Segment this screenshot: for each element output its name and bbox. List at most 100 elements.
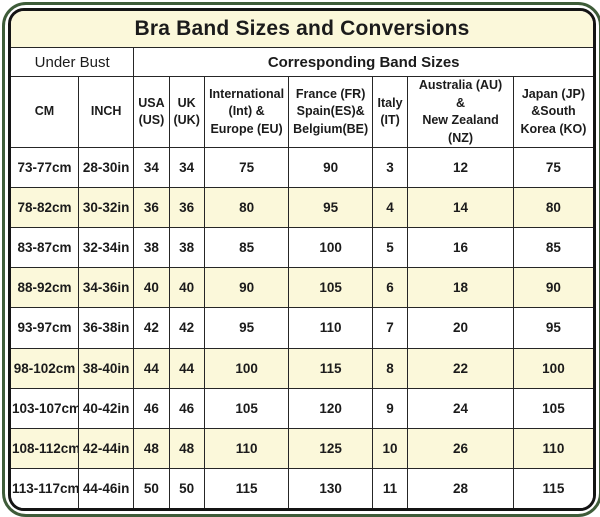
table-cell: 85 — [203, 227, 290, 269]
table-cell: 24 — [407, 387, 514, 429]
table-cell: 34 — [168, 146, 205, 189]
table-cell: 40 — [133, 267, 170, 309]
table-cell: 40 — [168, 267, 205, 309]
table-cell: 83-87cm — [11, 227, 79, 269]
table-cell: 88-92cm — [11, 267, 79, 309]
bra-band-size-table: Bra Band Sizes and Conversions Under Bus… — [11, 11, 593, 508]
table-cell: 42-44in — [77, 427, 135, 469]
column-header-usa: USA (US) — [133, 76, 170, 148]
size-table-body: 73-77cm 28-30in 34 34 75 90 3 12 75 78-82cm 30-32i… — [11, 146, 593, 508]
table-cell: 80 — [203, 187, 290, 229]
table-cell: 120 — [288, 387, 373, 429]
column-group-row: Under Bust Corresponding Band Sizes — [11, 47, 593, 77]
table-cell: 78-82cm — [11, 187, 79, 229]
column-header-japan-korea: Japan (JP) &South Korea (KO) — [512, 76, 593, 148]
table-row: 83-87cm 32-34in 38 38 85 100 5 16 85 — [11, 227, 593, 269]
table-cell: 110 — [288, 307, 373, 349]
table-cell: 32-34in — [77, 227, 135, 269]
column-header-cm: CM — [11, 76, 79, 148]
table-cell: 130 — [288, 467, 373, 508]
table-cell: 7 — [371, 307, 409, 349]
table-cell: 30-32in — [77, 187, 135, 229]
table-cell: 50 — [168, 467, 205, 508]
table-cell: 3 — [371, 146, 409, 189]
table-row: 103-107cm 40-42in 46 46 105 120 9 24 105 — [11, 387, 593, 429]
table-row: 108-112cm 42-44in 48 48 110 125 10 26 110 — [11, 427, 593, 469]
table-cell: 100 — [288, 227, 373, 269]
table-cell: 90 — [512, 267, 593, 309]
column-header-international-europe: International (Int) & Europe (EU) — [203, 76, 290, 148]
table-cell: 125 — [288, 427, 373, 469]
table-cell: 14 — [407, 187, 514, 229]
table-cell: 115 — [512, 467, 593, 508]
table-cell: 44 — [133, 347, 170, 389]
table-cell: 42 — [133, 307, 170, 349]
table-cell: 95 — [288, 187, 373, 229]
table-cell: 28 — [407, 467, 514, 508]
table-cell: 12 — [407, 146, 514, 189]
table-cell: 115 — [203, 467, 290, 508]
column-header-italy: Italy (IT) — [371, 76, 409, 148]
table-cell: 110 — [512, 427, 593, 469]
table-cell: 11 — [371, 467, 409, 508]
column-header-inch: INCH — [77, 76, 135, 148]
table-row: 93-97cm 36-38in 42 42 95 110 7 20 95 — [11, 307, 593, 349]
table-cell: 48 — [133, 427, 170, 469]
table-cell: 9 — [371, 387, 409, 429]
table-cell: 113-117cm — [11, 467, 79, 508]
table-cell: 50 — [133, 467, 170, 508]
table-cell: 46 — [168, 387, 205, 429]
table-cell: 73-77cm — [11, 146, 79, 189]
table-cell: 90 — [203, 267, 290, 309]
column-header-row: CM INCH USA (US) UK (UK) International (… — [11, 76, 593, 148]
table-cell: 105 — [288, 267, 373, 309]
table-cell: 100 — [512, 347, 593, 389]
table-cell: 75 — [512, 146, 593, 189]
table-cell: 5 — [371, 227, 409, 269]
table-cell: 42 — [168, 307, 205, 349]
table-cell: 38-40in — [77, 347, 135, 389]
table-cell: 22 — [407, 347, 514, 389]
title-row: Bra Band Sizes and Conversions — [11, 11, 593, 48]
table-cell: 34 — [133, 146, 170, 189]
table-cell: 44-46in — [77, 467, 135, 508]
table-cell: 36-38in — [77, 307, 135, 349]
table-cell: 98-102cm — [11, 347, 79, 389]
table-cell: 44 — [168, 347, 205, 389]
column-header-uk: UK (UK) — [168, 76, 205, 148]
table-cell: 75 — [203, 146, 290, 189]
table-panel: Bra Band Sizes and Conversions Under Bus… — [8, 8, 596, 511]
table-cell: 46 — [133, 387, 170, 429]
table-cell: 108-112cm — [11, 427, 79, 469]
table-cell: 18 — [407, 267, 514, 309]
table-cell: 93-97cm — [11, 307, 79, 349]
table-cell: 48 — [168, 427, 205, 469]
table-row: 113-117cm 44-46in 50 50 115 130 11 28 115 — [11, 467, 593, 508]
table-cell: 95 — [203, 307, 290, 349]
table-cell: 26 — [407, 427, 514, 469]
table-cell: 6 — [371, 267, 409, 309]
table-cell: 36 — [168, 187, 205, 229]
table-cell: 90 — [288, 146, 373, 189]
table-cell: 100 — [203, 347, 290, 389]
table-row: 88-92cm 34-36in 40 40 90 105 6 18 90 — [11, 267, 593, 309]
table-cell: 38 — [133, 227, 170, 269]
table-cell: 28-30in — [77, 146, 135, 189]
table-cell: 40-42in — [77, 387, 135, 429]
table-cell: 38 — [168, 227, 205, 269]
table-cell: 115 — [288, 347, 373, 389]
table-cell: 105 — [203, 387, 290, 429]
table-cell: 103-107cm — [11, 387, 79, 429]
table-cell: 95 — [512, 307, 593, 349]
column-header-france-spain-belgium: France (FR) Spain(ES)& Belgium(BE) — [288, 76, 373, 148]
table-cell: 16 — [407, 227, 514, 269]
column-header-australia-nz: Australia (AU) & New Zealand (NZ) — [407, 76, 514, 148]
table-cell: 20 — [407, 307, 514, 349]
table-cell: 10 — [371, 427, 409, 469]
table-cell: 8 — [371, 347, 409, 389]
table-cell: 34-36in — [77, 267, 135, 309]
table-cell: 4 — [371, 187, 409, 229]
table-cell: 80 — [512, 187, 593, 229]
table-row: 98-102cm 38-40in 44 44 100 115 8 22 100 — [11, 347, 593, 389]
